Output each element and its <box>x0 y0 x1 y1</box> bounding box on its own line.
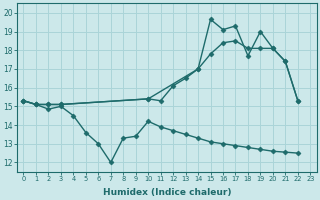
X-axis label: Humidex (Indice chaleur): Humidex (Indice chaleur) <box>103 188 231 197</box>
